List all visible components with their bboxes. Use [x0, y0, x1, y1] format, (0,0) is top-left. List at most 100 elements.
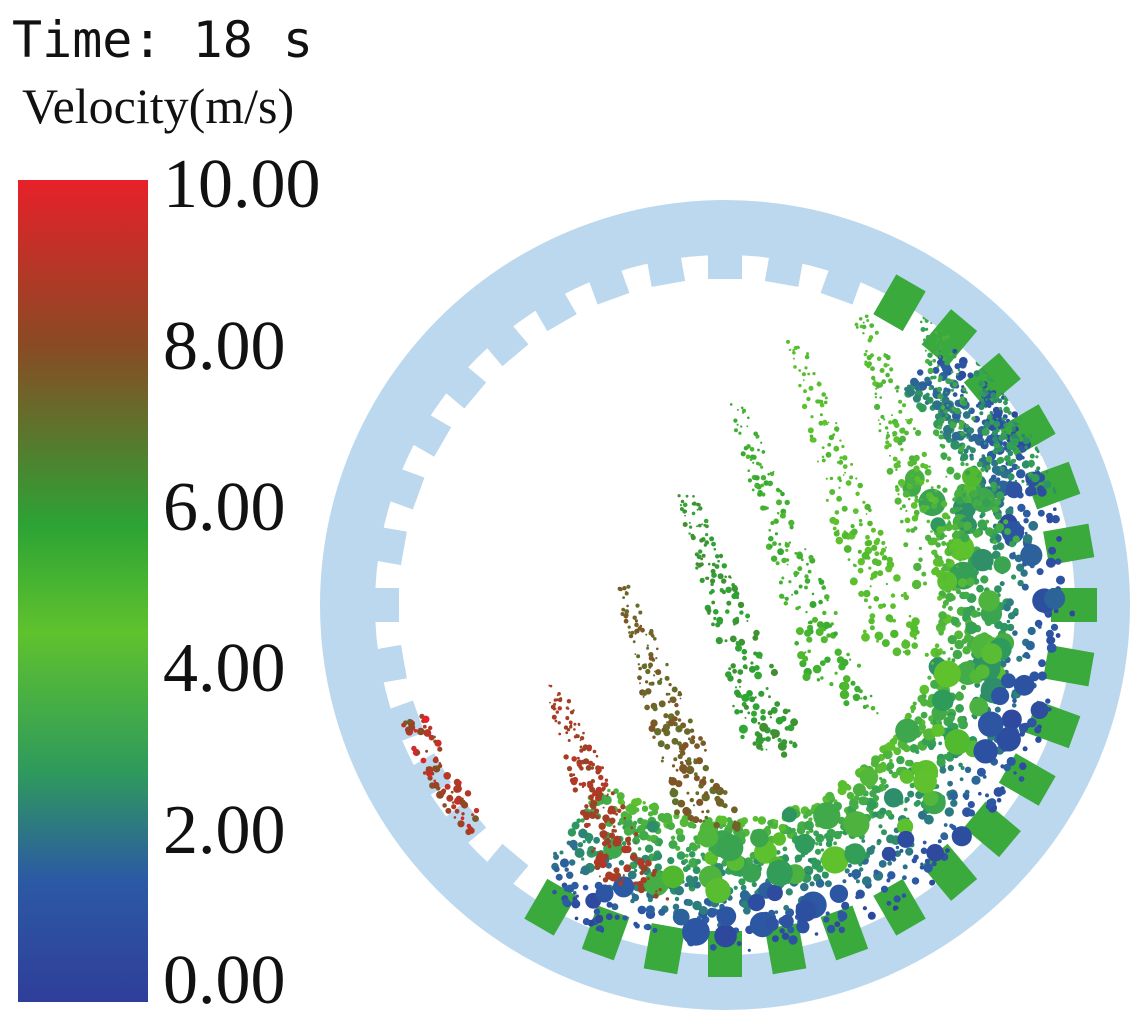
particle [852, 694, 858, 699]
particle [910, 624, 919, 633]
particle [590, 849, 594, 853]
particle [844, 676, 850, 682]
particle [768, 535, 774, 542]
particle [654, 852, 663, 861]
particle [687, 737, 691, 741]
particle [945, 718, 952, 725]
particle [766, 884, 783, 902]
particle [589, 811, 593, 814]
particle [770, 555, 778, 562]
particle [872, 381, 877, 386]
particle [951, 406, 956, 411]
particle [862, 629, 867, 634]
particle [760, 715, 766, 721]
lifter-bar [355, 644, 407, 687]
particle [1012, 439, 1019, 447]
particle [1045, 557, 1056, 568]
particle [814, 848, 822, 855]
particle [751, 881, 757, 888]
particle [461, 812, 465, 816]
particle [881, 829, 887, 836]
particle [973, 503, 977, 507]
particle [566, 871, 574, 879]
particle [889, 454, 891, 457]
particle [930, 401, 934, 404]
particle [934, 489, 938, 493]
lifter-bar [369, 700, 425, 749]
particle [632, 820, 638, 826]
particle [688, 532, 691, 535]
particle [816, 383, 819, 386]
particle [872, 811, 879, 818]
particle [557, 706, 562, 711]
particle [1001, 417, 1005, 421]
particle [833, 445, 840, 452]
particle [767, 472, 770, 476]
particle [893, 747, 902, 756]
particle [930, 530, 933, 533]
particle [711, 622, 715, 627]
particle [819, 413, 823, 417]
particle [918, 557, 923, 563]
particle [695, 562, 700, 566]
particle [965, 470, 971, 476]
particle [867, 800, 877, 810]
particle [833, 611, 838, 615]
particle [725, 824, 730, 828]
particle [658, 700, 666, 708]
particle [417, 727, 425, 736]
particle [834, 510, 840, 515]
particle [879, 396, 882, 399]
particle [954, 514, 962, 521]
particle [595, 754, 599, 758]
particle [734, 428, 738, 433]
particle [947, 657, 951, 661]
particle [748, 665, 756, 673]
particle [1014, 479, 1018, 483]
particle [453, 816, 457, 819]
particle [887, 616, 894, 623]
particle [859, 767, 879, 787]
particle [742, 655, 747, 661]
particle [946, 403, 950, 407]
particle [825, 451, 832, 458]
colorbar-tick-label: 6.00 [163, 469, 286, 546]
particle [958, 424, 964, 430]
particle [674, 896, 680, 902]
particle [761, 492, 766, 497]
particle [960, 461, 965, 467]
particle [588, 760, 594, 766]
particle [957, 622, 962, 626]
particle [835, 536, 844, 545]
particle [661, 756, 665, 759]
particle [869, 625, 875, 631]
particle [1020, 544, 1043, 567]
particle [885, 546, 887, 549]
particle [739, 709, 743, 714]
particle [847, 863, 852, 868]
lifter-bar [1043, 523, 1095, 566]
particle [802, 379, 805, 382]
particle [833, 841, 837, 846]
particle [767, 819, 774, 827]
particle [940, 500, 948, 508]
particle [602, 814, 610, 822]
particle [677, 718, 682, 722]
particle [954, 639, 964, 650]
particle [731, 821, 741, 831]
particle [940, 452, 948, 460]
particle [932, 400, 942, 411]
particle [754, 671, 762, 680]
particle [603, 782, 609, 788]
particle [754, 475, 760, 481]
particle [677, 691, 682, 695]
particle [634, 807, 640, 813]
particle [634, 653, 637, 655]
particle [554, 719, 558, 723]
particle [1055, 633, 1061, 638]
particle [890, 603, 896, 609]
particle [757, 721, 761, 725]
particle [557, 721, 561, 725]
particle [1007, 612, 1016, 620]
particle [720, 803, 725, 807]
